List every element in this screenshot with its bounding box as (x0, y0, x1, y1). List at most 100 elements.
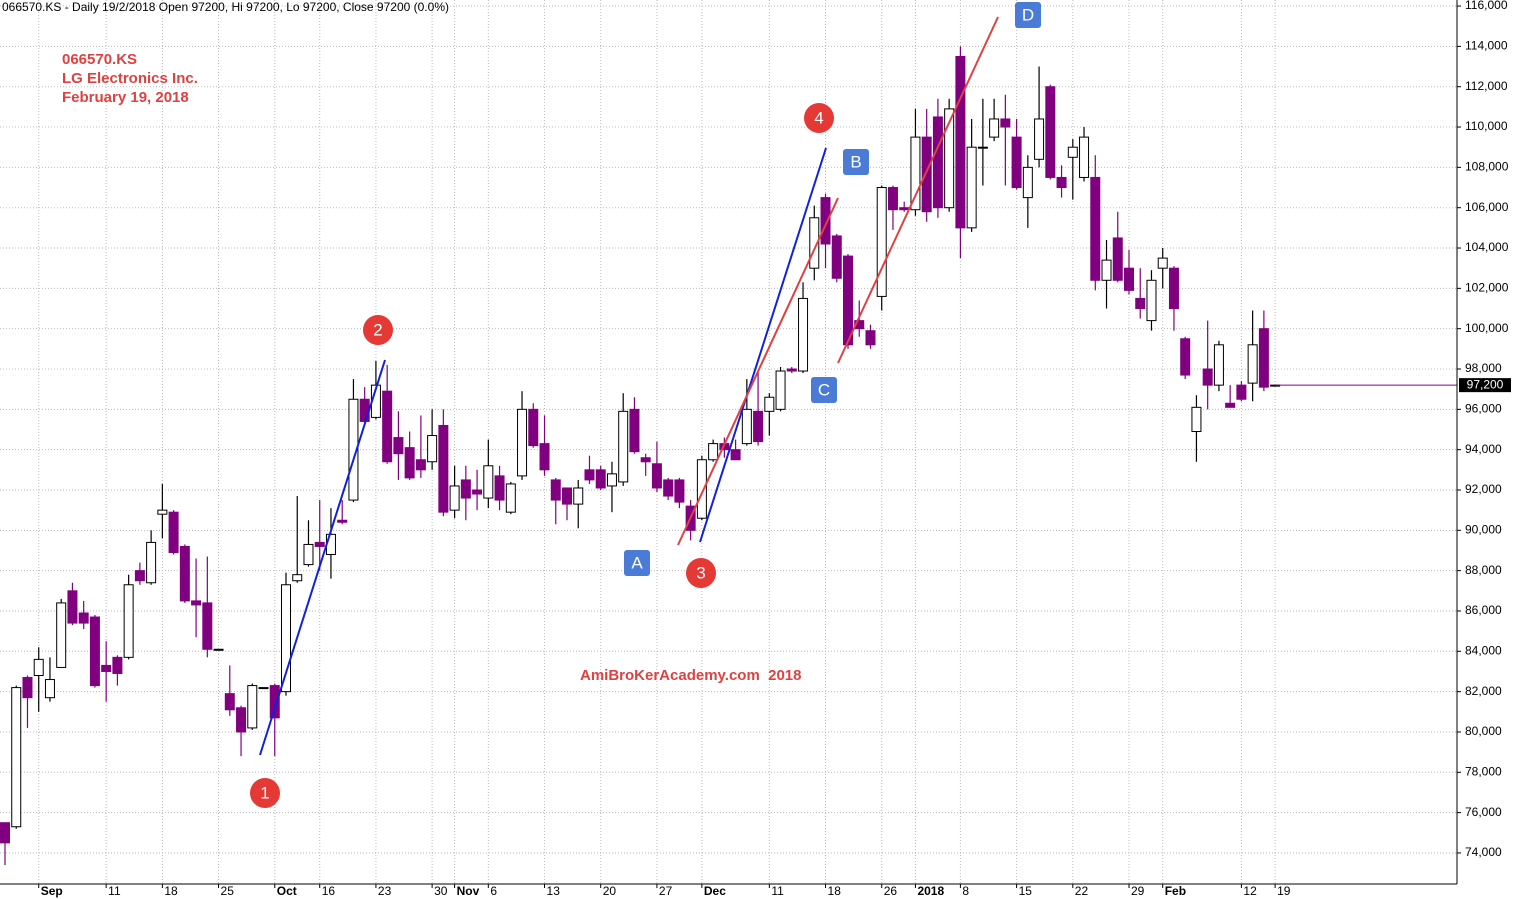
candle-body (1101, 259, 1112, 281)
candle-body (292, 574, 303, 582)
y-tick-label: 116,000 (1465, 0, 1508, 12)
x-tick-label: Sep (41, 884, 63, 898)
candle-body (337, 519, 348, 523)
candle-body (910, 136, 921, 211)
last-price-box (1459, 378, 1511, 393)
y-tick-label: 82,000 (1465, 684, 1502, 698)
y-tick-label: 100,000 (1465, 321, 1509, 335)
candle-body (1247, 344, 1258, 384)
info-text: 066570.KS (62, 51, 137, 68)
candle-body (730, 449, 741, 461)
marker-circle (250, 778, 280, 808)
marker-circle (804, 103, 834, 133)
candle-body (1011, 136, 1022, 189)
candle-body (505, 483, 516, 513)
overlay: 1 2 3 4 A B C D (250, 2, 1041, 808)
candle-body (550, 479, 561, 501)
trend-line (699, 147, 827, 543)
candle-body (1180, 338, 1191, 376)
candle-body (236, 707, 247, 733)
candle-body (674, 479, 685, 503)
x-tick-label: Nov (457, 884, 480, 898)
trend-line (837, 16, 999, 364)
marker-box (843, 149, 869, 175)
y-tick-label: 108,000 (1465, 160, 1509, 174)
candle-body (663, 479, 674, 497)
trend-line (259, 359, 386, 756)
candle-body (584, 469, 595, 481)
marker-label: 4 (814, 108, 823, 127)
x-tick-label: 11 (771, 884, 784, 898)
candle-body (314, 541, 325, 547)
candle-body (1168, 267, 1179, 310)
marker-box (811, 377, 837, 403)
x-tick-label: 27 (659, 884, 673, 898)
info-text: February 19, 2018 (62, 89, 189, 106)
marker-label: C (818, 380, 830, 399)
marker-box (1015, 2, 1041, 28)
candle-body (651, 463, 662, 489)
candle-body (101, 664, 112, 672)
x-tick-label: 26 (884, 884, 898, 898)
candle-body (258, 687, 269, 690)
y-tick-label: 92,000 (1465, 482, 1502, 496)
y-tick-label: 114,000 (1465, 39, 1508, 53)
y-tick-label: 104,000 (1465, 240, 1509, 254)
plot (0, 46, 1457, 866)
candle-body (921, 136, 932, 213)
candle-body (955, 55, 966, 229)
y-tick-label: 110,000 (1465, 119, 1508, 133)
candle-body (1258, 328, 1269, 388)
candle-body (798, 297, 809, 372)
candle-body (89, 616, 100, 687)
candle-body (741, 408, 752, 445)
candle-body (539, 443, 550, 471)
candle-body (472, 489, 483, 495)
candle-body (573, 487, 584, 505)
candle-body (1000, 118, 1011, 128)
candle-body (944, 108, 955, 209)
candle-body (876, 187, 887, 297)
y-tick-label: 86,000 (1465, 603, 1502, 617)
candle-body (831, 235, 842, 279)
candle-body (483, 465, 494, 499)
marker-box (624, 550, 650, 576)
candle-body (1112, 237, 1123, 281)
candle-body (146, 541, 157, 584)
x-tick-label: 6 (490, 884, 497, 898)
candle-body (966, 146, 977, 229)
candle-body (562, 487, 572, 505)
candle-body (393, 437, 404, 455)
candle-body (1213, 344, 1224, 386)
y-tick-label: 96,000 (1465, 402, 1502, 416)
marker-label: 1 (260, 783, 269, 802)
candle-body (764, 396, 775, 412)
candle-body (134, 570, 145, 582)
x-tick-label: 19 (1277, 884, 1291, 898)
marker-label: 2 (373, 320, 382, 339)
candle-body (989, 118, 1000, 138)
candle-body (843, 255, 853, 346)
candle-body (899, 207, 910, 211)
candle-body (977, 146, 988, 149)
y-tick-label: 88,000 (1465, 563, 1502, 577)
candle-body (1191, 406, 1202, 433)
candle-body (1090, 176, 1101, 281)
x-tick-label: 8 (962, 884, 969, 898)
y-tick-label: 106,000 (1465, 200, 1509, 214)
candle-body (269, 685, 280, 719)
x-tick-label: Dec (704, 884, 726, 898)
candle-body (618, 410, 629, 483)
candle-body (438, 424, 449, 513)
candle-body (708, 443, 719, 461)
candle-body (382, 390, 393, 463)
candle-body (1124, 267, 1134, 291)
candle-body (427, 435, 438, 463)
info-text: LG Electronics Inc. (62, 70, 198, 87)
y-tick-label: 102,000 (1465, 281, 1509, 295)
candle-body (157, 509, 168, 515)
y-tick-label: 84,000 (1465, 643, 1502, 657)
candle-body (1135, 297, 1146, 310)
